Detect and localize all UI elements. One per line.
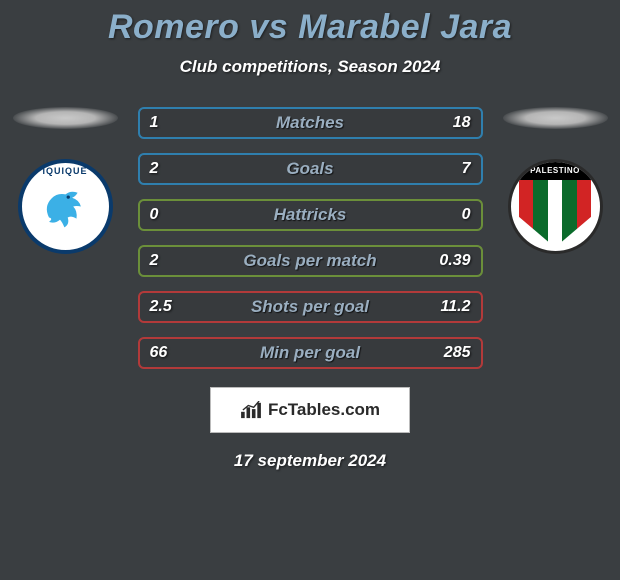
stat-right-value: 7 — [462, 160, 471, 178]
stat-left-value: 0 — [150, 206, 159, 224]
stat-right-value: 11.2 — [441, 298, 471, 316]
page-title: Romero vs Marabel Jara — [108, 8, 512, 47]
club-right-column: PALESTINO — [503, 107, 608, 254]
stat-right-value: 0.39 — [439, 252, 470, 270]
crest-label-palestino: PALESTINO — [519, 162, 591, 180]
stat-label: Matches — [276, 113, 344, 133]
stat-label: Hattricks — [274, 205, 347, 225]
stat-row-min-per-goal: 66 Min per goal 285 — [138, 337, 483, 369]
main-row: IQUIQUE 1 Matches 18 2 Goals 7 0 Hattric… — [0, 107, 620, 369]
stat-row-matches: 1 Matches 18 — [138, 107, 483, 139]
stat-label: Goals per match — [243, 251, 376, 271]
stat-label: Min per goal — [260, 343, 360, 363]
stripe — [548, 180, 562, 248]
source-badge[interactable]: FcTables.com — [210, 387, 410, 433]
comparison-card: Romero vs Marabel Jara Club competitions… — [0, 0, 620, 471]
stripe — [519, 180, 533, 248]
chart-icon — [240, 401, 262, 419]
stripe — [577, 180, 591, 248]
stat-row-hattricks: 0 Hattricks 0 — [138, 199, 483, 231]
stat-right-value: 18 — [453, 114, 471, 132]
stat-left-value: 2.5 — [150, 298, 172, 316]
stripe — [533, 180, 547, 248]
stat-row-goals-per-match: 2 Goals per match 0.39 — [138, 245, 483, 277]
club-crest-iquique: IQUIQUE — [18, 159, 113, 254]
stat-left-value: 2 — [150, 160, 159, 178]
stat-left-value: 1 — [150, 114, 159, 132]
club-crest-palestino: PALESTINO — [508, 159, 603, 254]
source-badge-text: FcTables.com — [268, 400, 380, 420]
stat-left-value: 2 — [150, 252, 159, 270]
shield-stripes — [519, 180, 591, 248]
club-left-column: IQUIQUE — [13, 107, 118, 254]
stat-label: Shots per goal — [251, 297, 369, 317]
stat-row-shots-per-goal: 2.5 Shots per goal 11.2 — [138, 291, 483, 323]
stat-left-value: 66 — [150, 344, 168, 362]
stat-right-value: 285 — [444, 344, 471, 362]
shadow-ellipse-right — [503, 107, 608, 129]
stripe — [562, 180, 576, 248]
stat-right-value: 0 — [462, 206, 471, 224]
footer-date: 17 september 2024 — [234, 451, 386, 471]
page-subtitle: Club competitions, Season 2024 — [180, 57, 441, 77]
stats-column: 1 Matches 18 2 Goals 7 0 Hattricks 0 2 G… — [138, 107, 483, 369]
crest-label-iquique: IQUIQUE — [42, 166, 87, 176]
shadow-ellipse-left — [13, 107, 118, 129]
stat-row-goals: 2 Goals 7 — [138, 153, 483, 185]
palestino-shield-icon: PALESTINO — [519, 166, 591, 248]
stat-label: Goals — [286, 159, 333, 179]
dragon-icon — [38, 179, 93, 234]
